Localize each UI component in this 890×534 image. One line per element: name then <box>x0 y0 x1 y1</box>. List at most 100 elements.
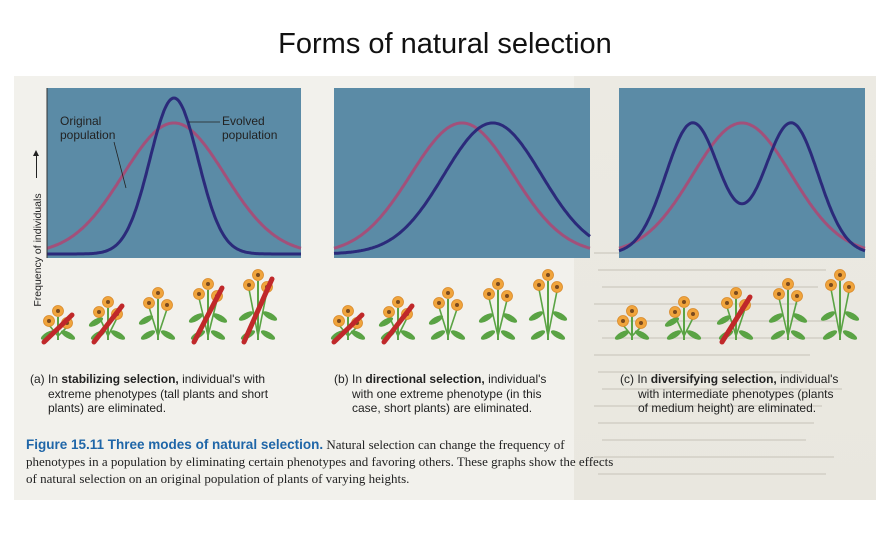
bleed-line <box>598 269 826 271</box>
bleed-line <box>598 371 802 373</box>
flower-center <box>673 310 677 314</box>
plant-leaf <box>450 330 466 340</box>
flower-center <box>56 309 60 313</box>
plant-stem <box>726 306 737 337</box>
plant-leaf <box>262 311 278 321</box>
graph-panel-c <box>619 88 865 258</box>
plant-stem <box>248 288 259 337</box>
plant-stem <box>547 290 558 337</box>
plant-leaf <box>88 317 104 327</box>
plant-leaf <box>138 315 154 325</box>
plant-stem <box>207 299 218 337</box>
flower-center <box>621 319 625 323</box>
caption-c-line-2: with intermediate phenotypes (plants <box>638 386 834 401</box>
plant-leaf <box>478 313 494 323</box>
figure-caption-body: Natural selection can change the frequen… <box>26 437 614 486</box>
plant-leaf <box>634 330 650 340</box>
flower-center <box>47 319 51 323</box>
y-axis-arrow-icon <box>33 150 39 178</box>
plant-leaf <box>822 330 838 340</box>
flower-center <box>396 300 400 304</box>
flower-center <box>106 300 110 304</box>
bleed-line <box>602 337 830 339</box>
figure-caption-head: Figure 15.11 Three modes of natural sele… <box>26 437 324 452</box>
plant-c-2 <box>664 296 702 340</box>
plant-a-4 <box>188 278 228 345</box>
caption-b-bold: directional selection, <box>365 372 485 386</box>
caption-c-letter: (c) <box>620 372 634 386</box>
flower-center <box>147 301 151 305</box>
bleed-line <box>602 388 842 390</box>
evolved-label-line-1: Evolved <box>222 114 265 128</box>
plant-leaf <box>844 311 860 321</box>
flower-center <box>505 294 509 298</box>
slide-title: Forms of natural selection <box>278 28 612 60</box>
bleed-line <box>602 286 818 288</box>
caption-c-prefix: In <box>637 372 648 386</box>
plant-leaf <box>550 330 566 340</box>
plant-leaf <box>614 330 630 340</box>
graph-panel-b <box>334 88 590 258</box>
evolved-population-label: Evolved population <box>222 114 277 142</box>
caption-a-line-3: plants) are eliminated. <box>48 401 167 415</box>
plant-stem <box>839 290 850 337</box>
plant-stem <box>830 288 841 337</box>
plant-leaf <box>790 330 806 340</box>
plant-leaf <box>768 313 784 323</box>
plant-c-1 <box>614 305 650 340</box>
flower-center <box>437 301 441 305</box>
caption-b-line-2: with one extreme phenotype (in this <box>352 386 542 401</box>
plant-leaf <box>842 330 858 340</box>
flower-center <box>97 310 101 314</box>
plant-leaf <box>716 315 732 325</box>
caption-a-letter: (a) <box>30 372 45 386</box>
flower-center <box>795 294 799 298</box>
flower-center <box>247 283 251 287</box>
flower-center <box>346 309 350 313</box>
flower-center <box>206 282 210 286</box>
original-population-label: Original population <box>60 114 115 142</box>
flower-center <box>165 303 169 307</box>
plant-leaf <box>502 313 518 323</box>
plant-stem <box>397 317 408 337</box>
flower-center <box>337 319 341 323</box>
bleed-line <box>598 473 826 475</box>
caption-c-bold: diversifying selection, <box>650 372 777 386</box>
caption-a: (a) In stabilizing selection, individual… <box>30 372 320 416</box>
bleed-line <box>594 354 810 356</box>
eliminated-slash <box>331 312 365 345</box>
bleed-line <box>602 439 806 441</box>
flower-center <box>838 273 842 277</box>
plant-leaf <box>160 330 176 340</box>
plant-stem <box>735 308 746 337</box>
original-population-curve <box>618 121 866 250</box>
plant-stem <box>538 288 549 337</box>
flower-center <box>847 285 851 289</box>
graph-panel-a <box>47 88 301 258</box>
plant-leaf <box>792 313 808 323</box>
plant-leaf <box>428 315 444 325</box>
figure-caption: Figure 15.11 Three modes of natural sele… <box>26 436 626 487</box>
evolved-label-line-2: population <box>222 128 278 142</box>
caption-b-line-1: individual's <box>488 372 547 386</box>
flower-center <box>691 312 695 316</box>
plant-stem <box>778 297 789 337</box>
plant-c-5 <box>820 269 860 340</box>
plant-stem <box>683 317 694 337</box>
evolved-population-curve <box>47 96 301 256</box>
plant-a-2 <box>88 296 126 345</box>
plant-c-3 <box>716 287 754 345</box>
plant-leaf <box>60 330 76 340</box>
caption-c-line-1: individual's <box>780 372 839 386</box>
flower-center <box>537 283 541 287</box>
plant-leaf <box>188 313 204 323</box>
flower-center <box>630 309 634 313</box>
caption-a-line-1: individual's with <box>182 372 266 386</box>
plant-leaf <box>350 330 366 340</box>
plant-c-4 <box>768 278 808 340</box>
plant-a-1 <box>40 305 76 345</box>
flower-center <box>546 273 550 277</box>
bleed-line <box>594 456 834 458</box>
plant-leaf <box>820 311 836 321</box>
flower-center <box>829 283 833 287</box>
